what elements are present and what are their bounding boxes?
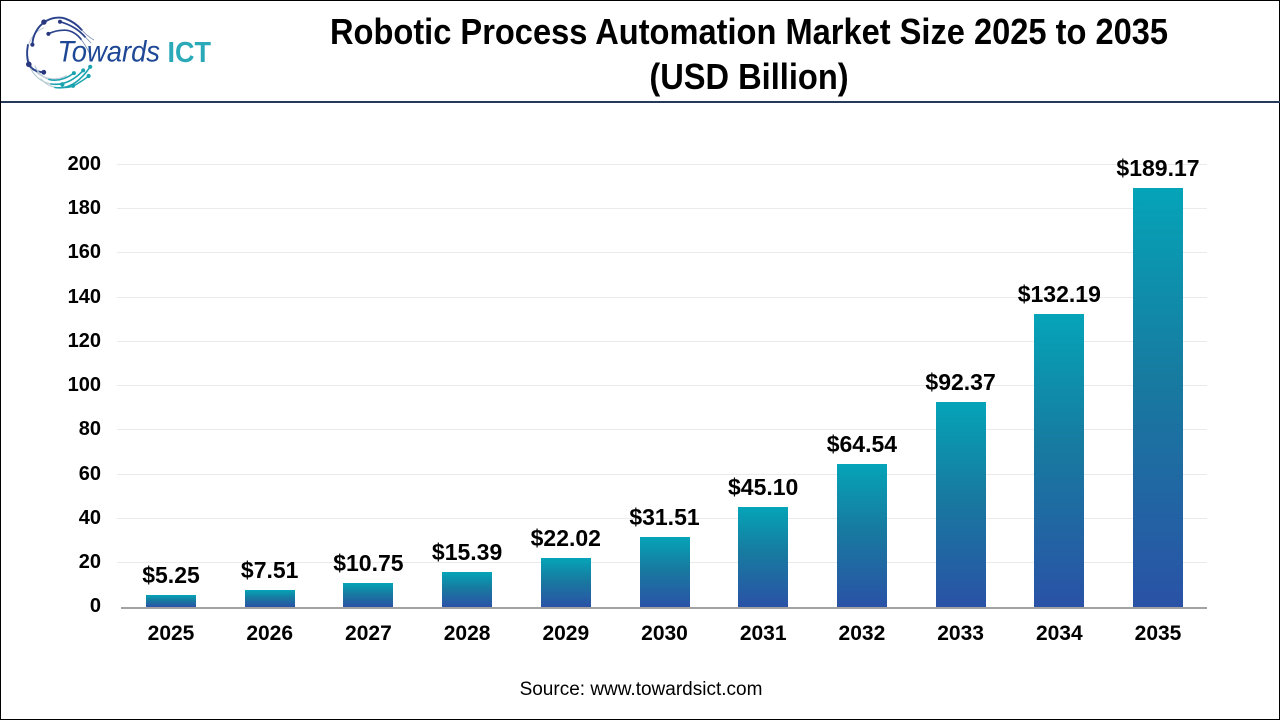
svg-text:Towards: Towards: [58, 36, 161, 69]
svg-text:ICT: ICT: [168, 37, 212, 69]
